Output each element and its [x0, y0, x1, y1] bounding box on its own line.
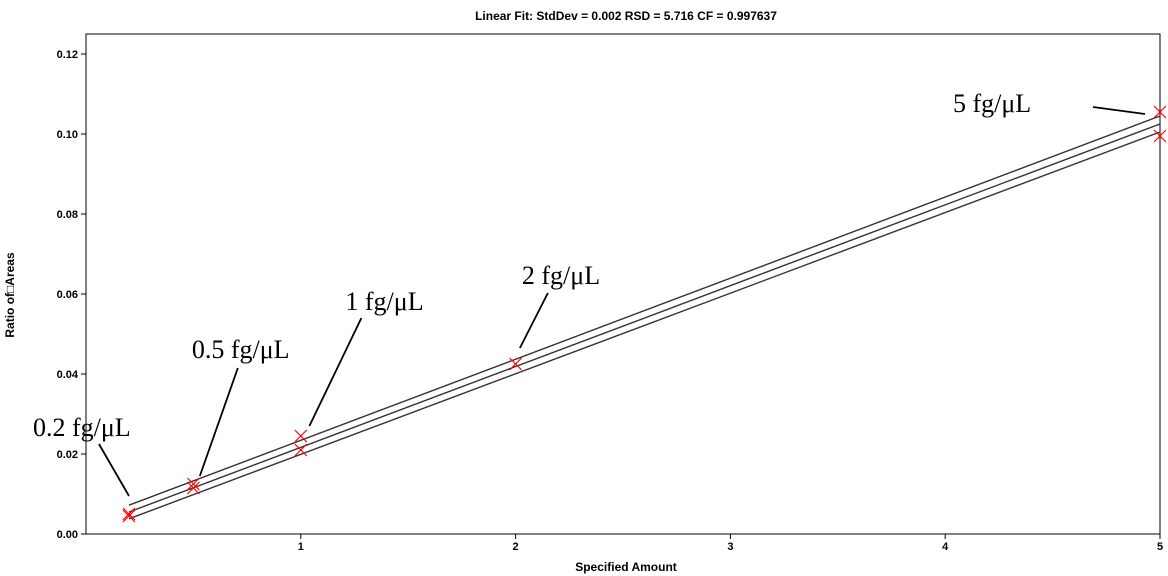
data-point [186, 481, 200, 495]
fit-line [128, 131, 1161, 520]
annotation-leader [98, 443, 130, 497]
data-point [509, 357, 523, 371]
y-axis-label: Ratio of□Areas [3, 252, 17, 338]
y-tick-label: 0.10 [57, 129, 78, 141]
data-point [186, 477, 200, 491]
annotation-leader [519, 292, 549, 349]
x-tick-label: 3 [727, 541, 733, 553]
annotation-label: 2 fg/μL [522, 261, 600, 290]
x-axis-label: Specified Amount [575, 560, 677, 574]
y-tick-label: 0.08 [57, 209, 78, 221]
annotation-label: 5 fg/μL [953, 89, 1031, 118]
y-tick-label: 0.02 [57, 449, 78, 461]
data-point [122, 509, 136, 523]
y-tick-label: 0.06 [57, 289, 78, 301]
annotations: 0.2 fg/μL 0.5 fg/μL 1 fg/μL 2 fg/μL 5 fg/μL [33, 89, 1146, 497]
data-point [294, 429, 308, 443]
y-tick-label: 0.12 [57, 49, 78, 61]
fit-line [128, 123, 1161, 513]
x-tick-label: 1 [298, 541, 304, 553]
data-point [122, 507, 136, 521]
fit-line [128, 115, 1161, 506]
y-tick-label: 0.04 [57, 369, 79, 381]
data-point [294, 443, 308, 457]
annotation-label: 0.2 fg/μL [33, 413, 131, 442]
annotation-leader [308, 317, 363, 427]
annotation-label: 1 fg/μL [345, 287, 423, 316]
plot-frame [85, 33, 1161, 535]
chart-title: Linear Fit: StdDev = 0.002 RSD = 5.716 C… [475, 9, 777, 23]
x-tick-label: 4 [942, 541, 949, 553]
fit-lines [128, 115, 1161, 520]
axes: 1 2 3 4 5 0.00 0.02 0.04 0.06 0.08 0.10 0.12 [57, 49, 1163, 553]
annotation-leader [1092, 106, 1146, 115]
data-point [1153, 105, 1167, 119]
data-point [1153, 129, 1167, 143]
annotation-leader [198, 367, 239, 477]
annotation-label: 0.5 fg/μL [192, 335, 290, 364]
x-tick-label: 5 [1157, 541, 1163, 553]
y-tick-label: 0.00 [57, 529, 78, 541]
data-markers [122, 105, 1167, 523]
x-tick-label: 2 [513, 541, 519, 553]
